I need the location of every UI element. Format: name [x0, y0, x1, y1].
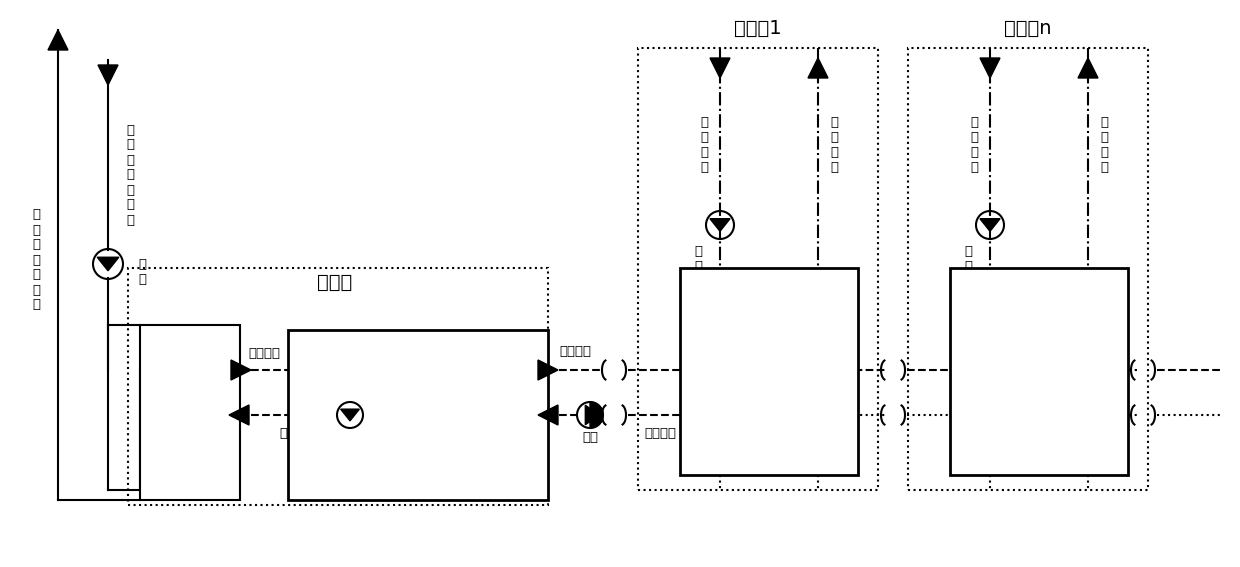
Text: 水泵: 水泵	[343, 433, 360, 446]
Polygon shape	[585, 405, 599, 425]
FancyBboxPatch shape	[950, 268, 1128, 475]
Text: 三次回水: 三次回水	[279, 427, 311, 440]
Polygon shape	[1078, 58, 1097, 78]
Polygon shape	[538, 405, 558, 425]
Polygon shape	[341, 409, 360, 421]
Polygon shape	[48, 30, 68, 50]
Text: 水水
换热
器: 水水 换热 器	[181, 388, 200, 437]
Polygon shape	[231, 360, 250, 380]
Text: 水
泵: 水 泵	[694, 245, 702, 273]
Text: 水水换
热器: 水水换 热器	[1025, 356, 1053, 388]
Text: 水
泵: 水 泵	[138, 258, 146, 286]
Text: 二
次
供
水: 二 次 供 水	[830, 116, 838, 174]
Polygon shape	[808, 58, 828, 78]
Polygon shape	[98, 65, 118, 85]
Polygon shape	[980, 219, 1001, 231]
Text: 热力站n: 热力站n	[1004, 19, 1052, 37]
Text: 水水换
热器: 水水换 热器	[755, 356, 782, 388]
Text: 三次供水: 三次供水	[248, 347, 280, 360]
Polygon shape	[711, 219, 730, 231]
Text: 升温型吸收
式换热机组: 升温型吸收 式换热机组	[396, 399, 440, 431]
Text: 废
热
或
地
热
回
水: 废 热 或 地 热 回 水	[32, 209, 40, 311]
Text: 二
次
供
水: 二 次 供 水	[1100, 116, 1109, 174]
Text: 废
热
或
地
热
供
水: 废 热 或 地 热 供 水	[126, 124, 134, 226]
FancyBboxPatch shape	[288, 330, 548, 500]
Text: 热力站1: 热力站1	[734, 19, 781, 37]
FancyBboxPatch shape	[680, 268, 858, 475]
Text: 一次供水: 一次供水	[559, 345, 591, 358]
Text: 一次回水: 一次回水	[644, 427, 676, 440]
FancyBboxPatch shape	[140, 325, 241, 500]
Polygon shape	[980, 58, 999, 78]
Text: 水泵: 水泵	[582, 431, 598, 444]
Polygon shape	[711, 58, 730, 78]
Polygon shape	[590, 402, 603, 428]
Polygon shape	[229, 405, 249, 425]
Text: 二
次
回
水: 二 次 回 水	[970, 116, 978, 174]
Polygon shape	[97, 257, 119, 271]
Text: 热源站: 热源站	[317, 273, 352, 291]
Text: 水
泵: 水 泵	[963, 245, 972, 273]
Text: 二
次
回
水: 二 次 回 水	[701, 116, 708, 174]
Polygon shape	[538, 360, 558, 380]
